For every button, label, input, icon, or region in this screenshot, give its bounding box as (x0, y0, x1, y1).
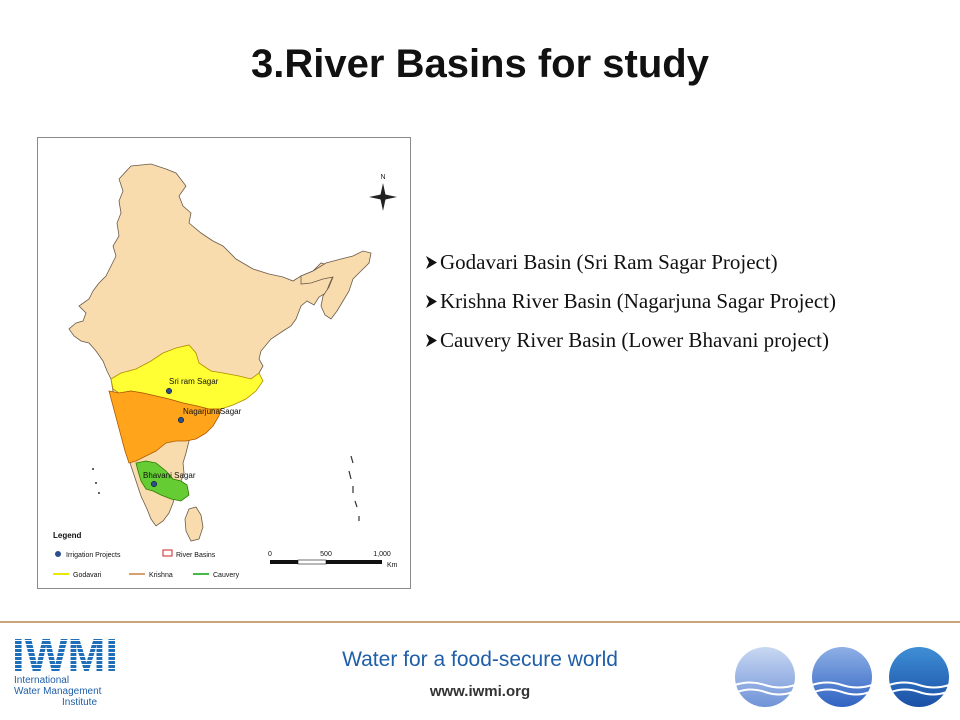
legend-river-basins: River Basins (176, 552, 216, 559)
arrow-bullet-icon (426, 334, 437, 347)
irrigation-points (150, 387, 185, 488)
andaman-islands (348, 455, 360, 521)
legend-godavari: Godavari (73, 572, 102, 579)
cauvery-basin (135, 460, 190, 502)
water-circle-icon (811, 647, 873, 707)
legend-title: Legend (53, 531, 82, 540)
iwmi-logo-mark: IWMI (12, 629, 118, 681)
logo-line-2: Water Management (14, 686, 102, 697)
logo-line-1: International (14, 675, 70, 686)
label-nagarjuna-sagar: NagarjunaSagar (183, 407, 242, 416)
point-nagarjuna-sagar (177, 416, 185, 424)
legend-krishna: Krishna (149, 572, 173, 579)
scale-label-1000: 1,000 (373, 551, 391, 558)
northeast-region (300, 250, 372, 320)
logo-line-3: Institute (62, 697, 98, 708)
north-arrow-icon: N (369, 174, 397, 211)
legend-irrigation: Irrigation Projects (66, 552, 121, 559)
lakshadweep-islands (92, 468, 100, 494)
legend-basin-icon (162, 549, 173, 557)
bullet-item: Cauvery River Basin (Lower Bhavani proje… (425, 328, 955, 353)
north-label: N (380, 174, 385, 181)
point-sri-ram-sagar (165, 387, 173, 395)
footer-tagline: Water for a food-secure world (342, 648, 618, 671)
label-bhavani-sagar: Bhavani Sagar (143, 471, 196, 480)
bullet-item: Godavari Basin (Sri Ram Sagar Project) (425, 250, 955, 275)
map-legend: Legend Irrigation Projects River Basins … (53, 531, 240, 579)
legend-cauvery: Cauvery (213, 572, 240, 579)
scale-unit: Km (387, 562, 398, 569)
arrow-bullet-icon (426, 256, 437, 269)
bullet-item: Krishna River Basin (Nagarjuna Sagar Pro… (425, 289, 955, 314)
footer-divider (0, 621, 960, 623)
label-sri-ram-sagar: Sri ram Sagar (169, 377, 219, 386)
krishna-basin (108, 390, 222, 464)
slide-title: 3.River Basins for study (251, 42, 709, 86)
india-map: N Sri ram Sagar NagarjunaSagar Bhavani S… (37, 137, 411, 589)
sri-lanka (184, 506, 204, 542)
legend-point-icon (55, 551, 61, 557)
arrow-bullet-icon (426, 295, 437, 308)
iwmi-logo: IWMI (12, 629, 122, 713)
footer-url[interactable]: www.iwmi.org (429, 683, 531, 700)
map-canvas: N Sri ram Sagar NagarjunaSagar Bhavani S… (53, 163, 398, 579)
water-circle-icon (734, 647, 796, 707)
india-landmass (68, 163, 342, 527)
scale-bar: 0 500 1,000 Km (268, 551, 398, 569)
scale-label-500: 500 (320, 551, 332, 558)
water-circle-icon (888, 647, 950, 707)
bullet-cauvery: Cauvery River Basin (Lower Bhavani proje… (440, 328, 829, 352)
water-circles-decoration (734, 647, 950, 707)
iwmi-logo-letters: IWMI (12, 633, 118, 675)
iwmi-logo-text: International Water Management Institute (14, 675, 101, 708)
scale-label-0: 0 (268, 551, 272, 558)
bullet-list: Godavari Basin (Sri Ram Sagar Project) K… (425, 250, 955, 367)
point-bhavani-sagar (150, 480, 158, 488)
bullet-godavari: Godavari Basin (Sri Ram Sagar Project) (440, 250, 778, 274)
bullet-krishna: Krishna River Basin (Nagarjuna Sagar Pro… (440, 289, 836, 313)
